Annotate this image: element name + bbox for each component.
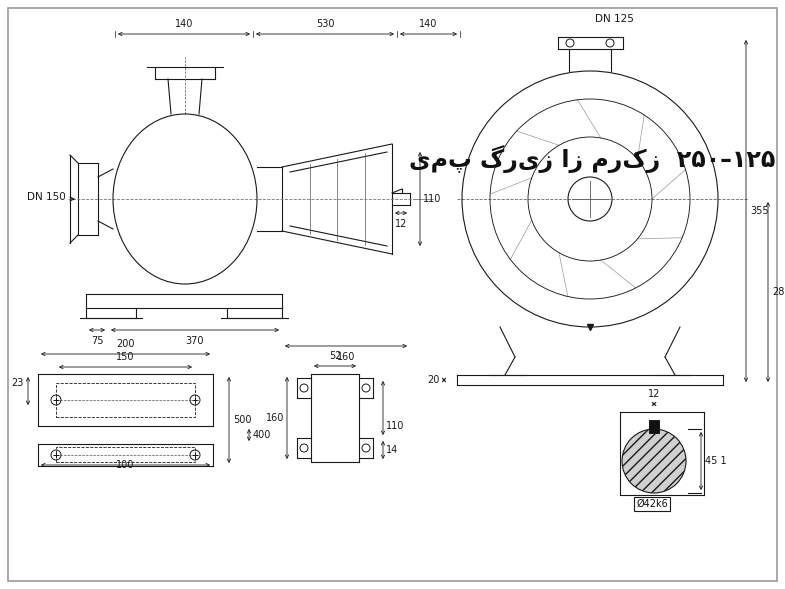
- Text: 14: 14: [386, 445, 398, 455]
- Text: 23: 23: [12, 378, 24, 388]
- Text: Ø42k6: Ø42k6: [636, 499, 668, 509]
- Text: 140: 140: [419, 19, 438, 29]
- Text: DN 125: DN 125: [595, 14, 633, 24]
- Text: 45 1: 45 1: [705, 456, 727, 466]
- Text: 400: 400: [253, 430, 272, 440]
- Bar: [649, 420, 659, 433]
- Text: 140: 140: [175, 19, 193, 29]
- Text: 160: 160: [265, 413, 284, 423]
- Bar: [56, 447, 195, 462]
- Text: 200: 200: [116, 339, 135, 349]
- Text: 160: 160: [337, 352, 355, 362]
- Text: 12: 12: [395, 219, 407, 229]
- Text: 75: 75: [91, 336, 104, 346]
- Text: 20: 20: [428, 375, 440, 385]
- Text: 52: 52: [329, 351, 341, 361]
- Text: DN 150: DN 150: [27, 192, 66, 202]
- Text: 100: 100: [116, 460, 135, 470]
- Text: یمپ گریز از مرکز  ۲۵۰–۱۲۵: یمپ گریز از مرکز ۲۵۰–۱۲۵: [409, 145, 775, 173]
- Text: 150: 150: [116, 352, 135, 362]
- Text: 280: 280: [772, 287, 785, 297]
- Circle shape: [622, 429, 686, 493]
- Text: 12: 12: [648, 389, 660, 399]
- Text: 370: 370: [186, 336, 204, 346]
- Text: 355: 355: [750, 206, 769, 216]
- Text: 110: 110: [386, 421, 404, 431]
- Text: 500: 500: [233, 415, 251, 425]
- Text: 110: 110: [423, 194, 441, 204]
- Text: 530: 530: [316, 19, 334, 29]
- Bar: [56, 383, 195, 417]
